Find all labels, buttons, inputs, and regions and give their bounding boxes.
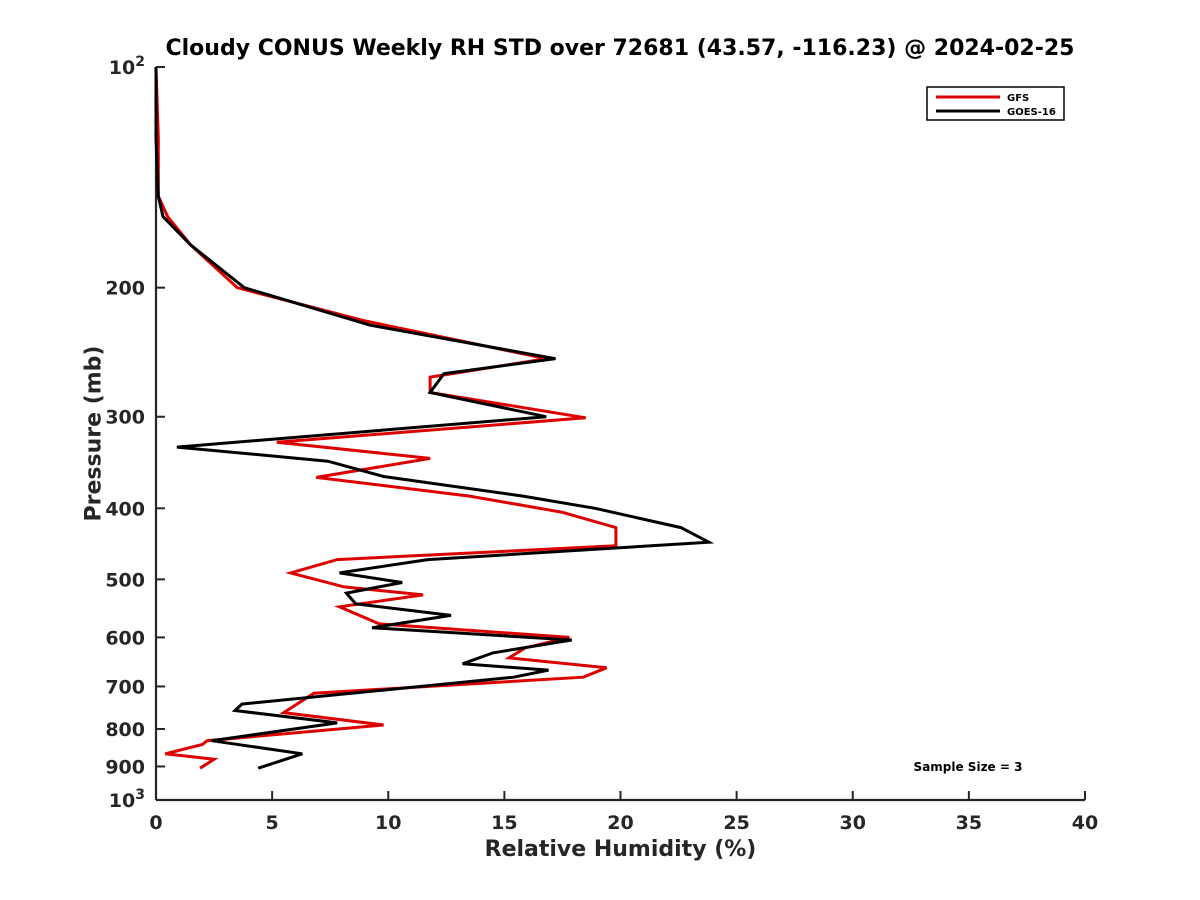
x-ticks: 0 5 10 15 20 25 30 35 40 [149,791,1098,834]
sample-size-annotation: Sample Size = 3 [914,760,1023,774]
x-tick-label: 10 [375,812,401,834]
chart-title: Cloudy CONUS Weekly RH STD over 72681 (4… [166,36,1075,61]
y-axis-label: Pressure (mb) [82,346,107,522]
y-tick-label: 700 [105,676,145,698]
y-tick-label: 103 [109,787,145,812]
y-tick-label: 102 [109,54,145,79]
y-tick-label: 300 [105,407,145,429]
x-tick-label: 30 [840,812,866,834]
y-tick-exponent: 3 [135,787,145,803]
y-tick-label: 900 [105,756,145,778]
x-axis-label: Relative Humidity (%) [485,837,757,862]
y-tick-label: 400 [105,498,145,520]
x-tick-label: 5 [266,812,279,834]
x-tick-label: 0 [149,812,162,834]
series-layer [154,66,715,770]
legend-items: GFS GOES-16 [936,93,1056,118]
x-tick-label: 20 [607,812,633,834]
y-tick-base: 10 [109,790,135,812]
y-tick-label: 800 [105,719,145,741]
y-tick-label: 200 [105,278,145,300]
series-line-gfs [154,66,618,770]
legend-label: GFS [1007,93,1029,104]
y-tick-base: 10 [109,57,135,79]
legend: GFS GOES-16 [926,86,1065,121]
x-tick-label: 15 [491,812,517,834]
y-tick-exponent: 2 [135,54,145,70]
y-tick-label: 600 [105,627,145,649]
x-tick-label: 25 [723,812,749,834]
legend-box [926,86,1065,121]
legend-label: GOES-16 [1007,107,1056,118]
x-tick-label: 35 [956,812,982,834]
series-line-goes-16 [154,67,715,770]
x-tick-label: 40 [1072,812,1098,834]
y-tick-label: 500 [105,569,145,591]
